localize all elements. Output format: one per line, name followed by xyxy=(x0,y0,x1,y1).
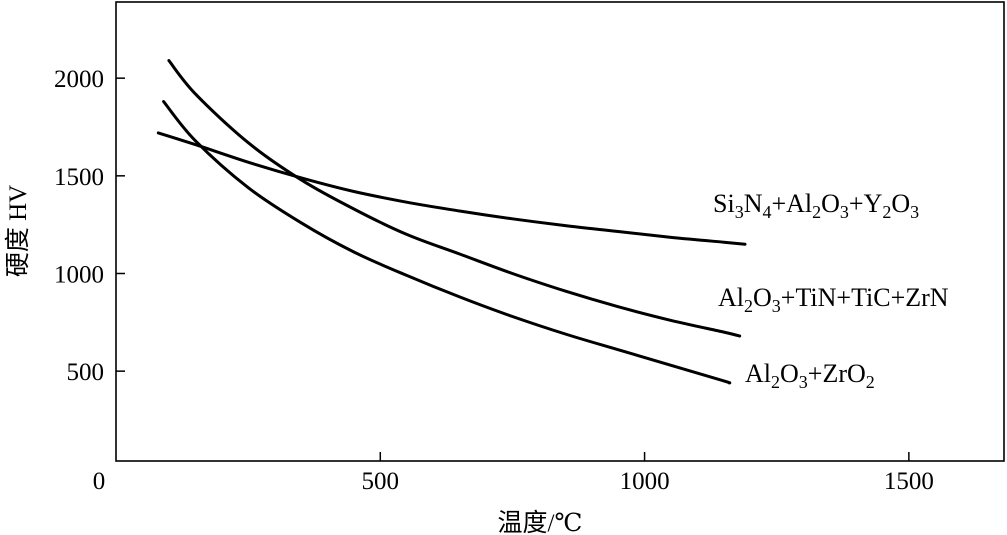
x-tick-label: 1000 xyxy=(620,468,670,495)
y-tick-label: 500 xyxy=(67,359,105,386)
plot-frame xyxy=(115,1,1005,462)
series-labels: Si3N4+Al2O3+Y2O3 Al2O3+TiN+TiC+ZrN Al2O3+Z… xyxy=(713,189,949,392)
series-line-al2o3-tin-tic-zrn xyxy=(167,59,742,338)
y-axis-title: 硬度 HV xyxy=(4,185,32,277)
x-axis-title: 温度/℃ xyxy=(498,509,583,535)
series-line-al2o3-zro2 xyxy=(162,100,732,385)
y-tick-label: 1000 xyxy=(54,261,104,288)
series-label-al2o3-zro2: Al2O3+ZrO2 xyxy=(745,359,875,392)
x-tick-label: 1500 xyxy=(884,468,934,495)
series-label-al2o3-tin-tic-zrn: Al2O3+TiN+TiC+ZrN xyxy=(718,283,949,316)
x-tick-label: 0 xyxy=(93,468,106,495)
y-tick-label: 2000 xyxy=(54,66,104,93)
series-lines xyxy=(156,59,747,385)
x-axis-ticks: 0 500 1000 1500 xyxy=(93,452,934,495)
x-tick-label: 500 xyxy=(362,468,400,495)
series-label-si3n4-al2o3-y2o3: Si3N4+Al2O3+Y2O3 xyxy=(713,189,919,222)
series-line-si3n4-al2o3-y2o3 xyxy=(156,131,747,246)
y-tick-label: 1500 xyxy=(54,164,104,191)
y-axis-ticks: 500 1000 1500 2000 xyxy=(54,66,125,386)
